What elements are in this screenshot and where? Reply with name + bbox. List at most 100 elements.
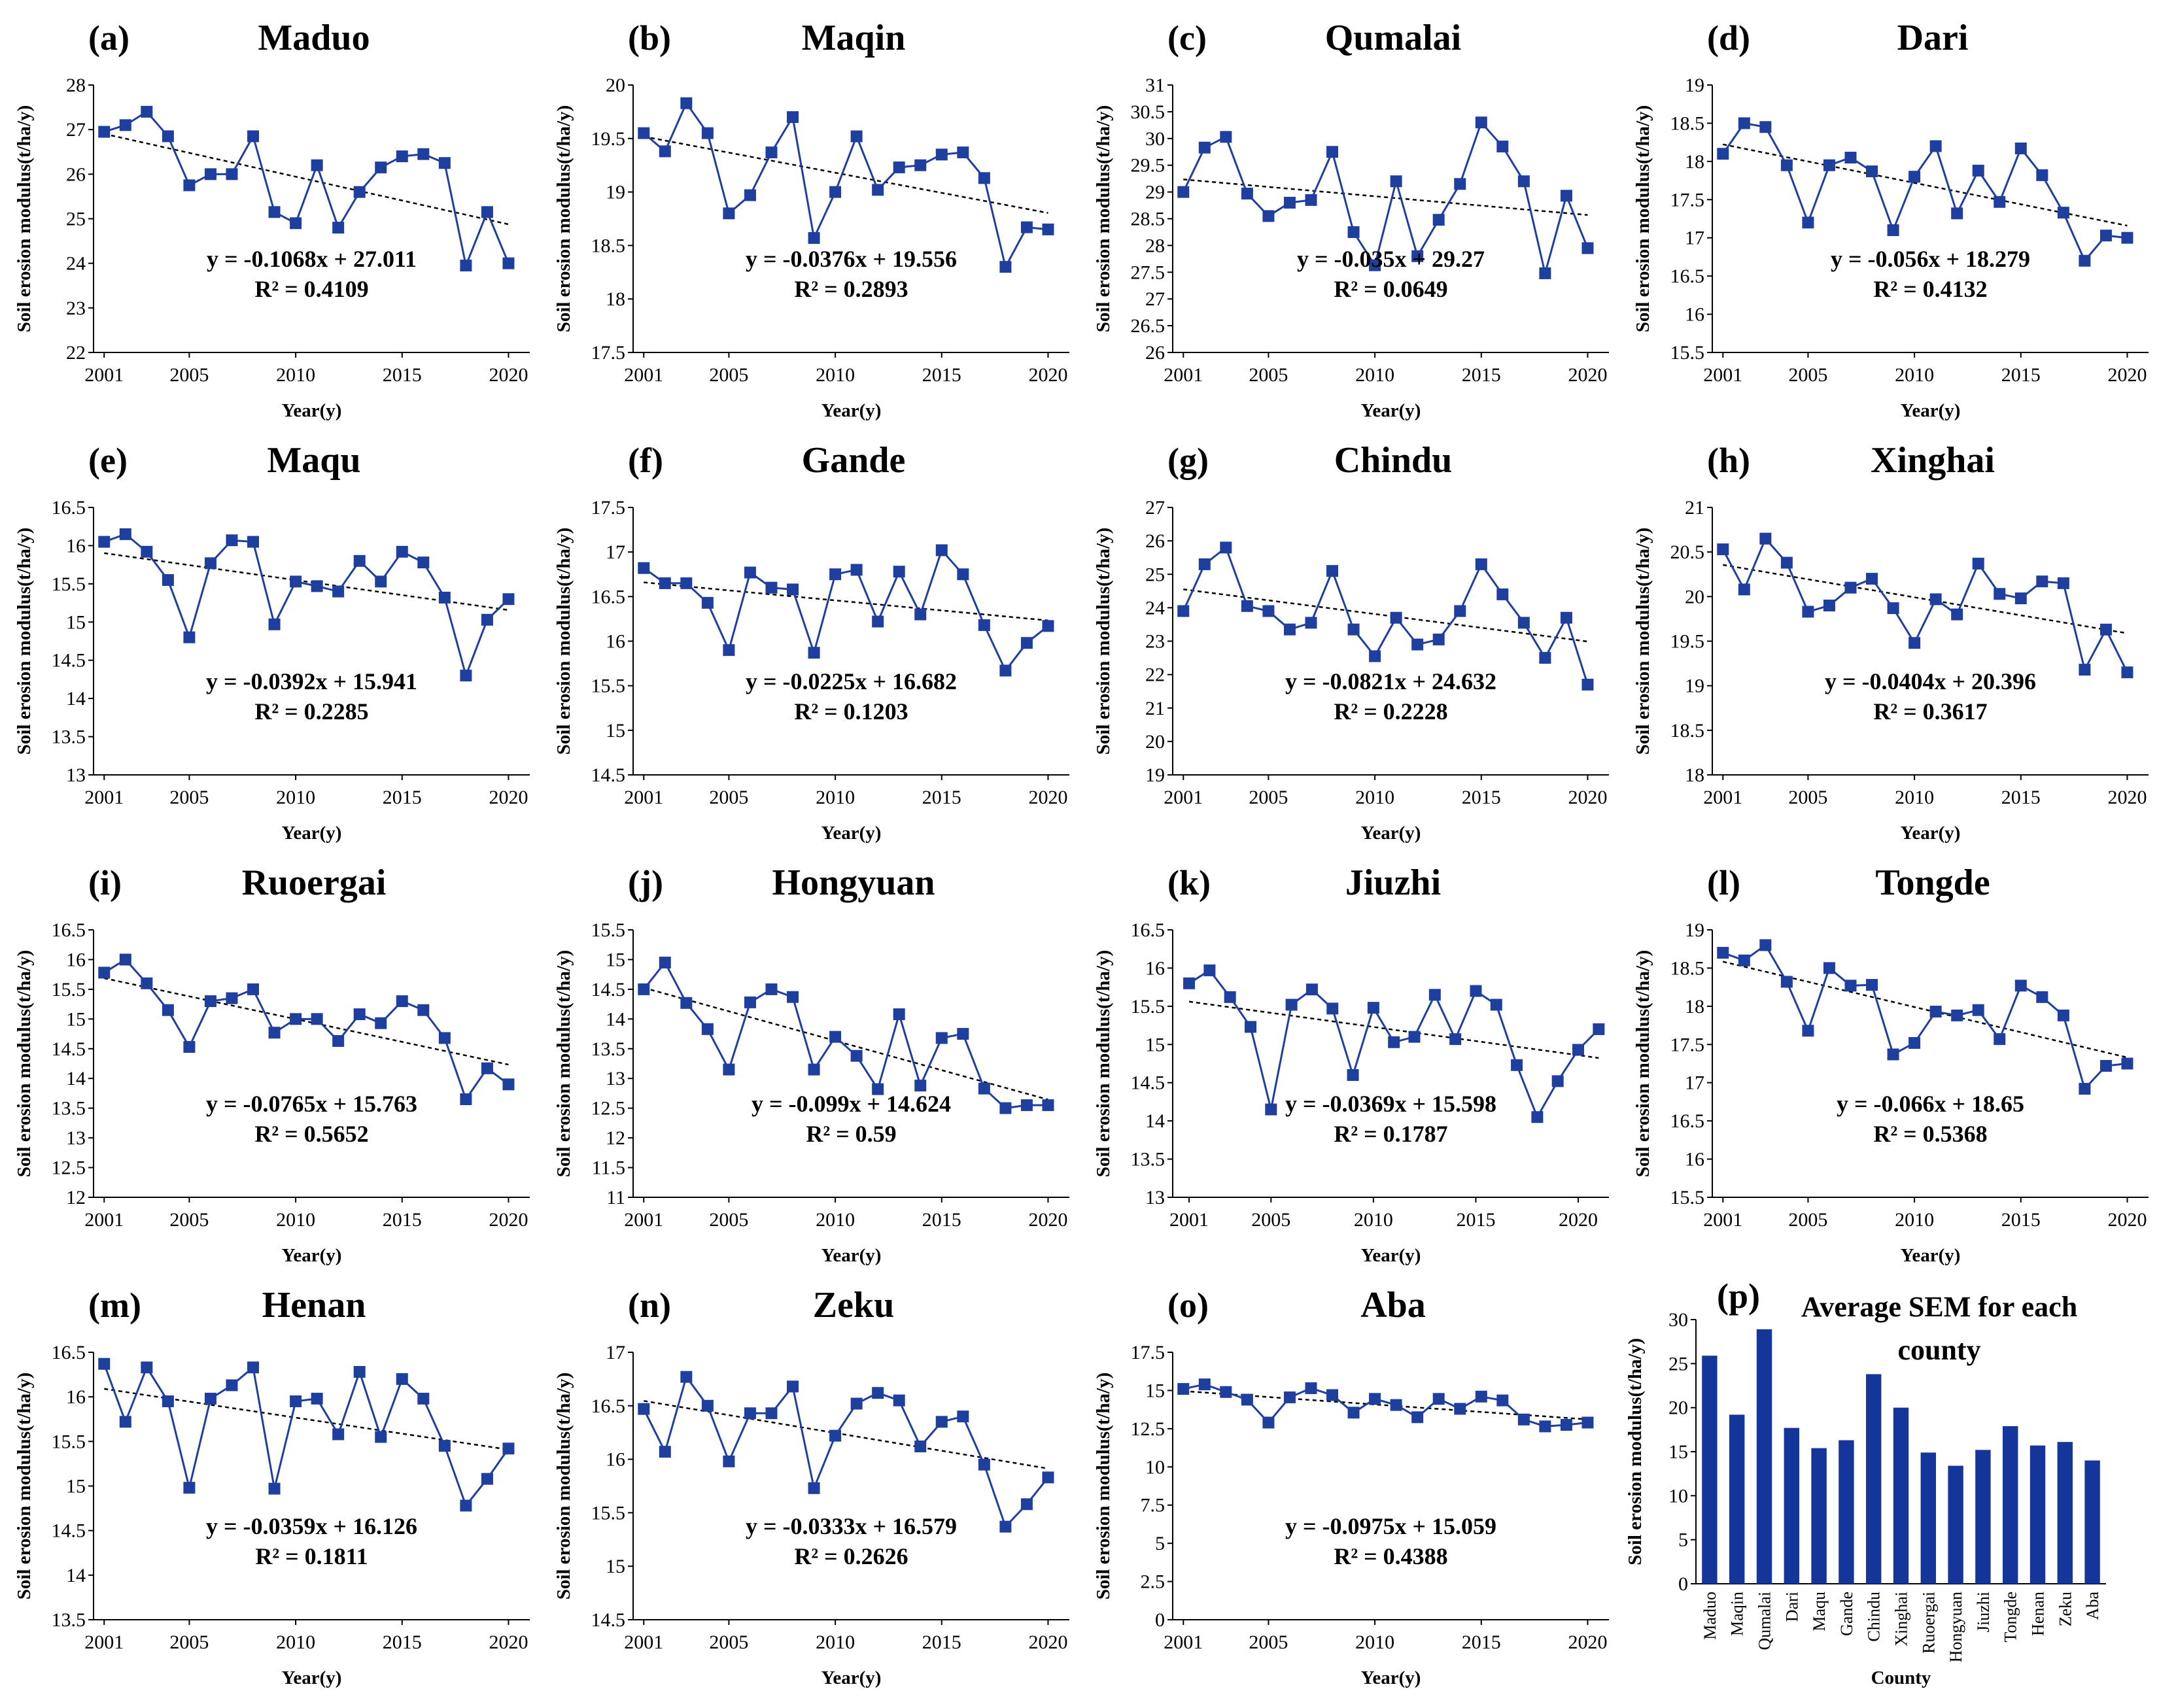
chart-title: Maqin	[802, 18, 906, 58]
marker	[1738, 117, 1750, 129]
x-tick-label: 2001	[1703, 364, 1742, 386]
marker	[1581, 1416, 1594, 1429]
trend-r2: R² = 0.2228	[1334, 698, 1447, 725]
chart-title: Maduo	[258, 18, 370, 58]
line	[643, 961, 1048, 1110]
y-tick-label: 12	[606, 1127, 625, 1149]
marker	[1262, 605, 1275, 617]
trend-r2: R² = 0.2285	[254, 698, 368, 725]
y-tick-label: 18	[606, 288, 625, 310]
marker	[1262, 210, 1275, 222]
marker	[1224, 991, 1236, 1003]
x-tick-label: Jiuzhi	[1974, 1592, 1993, 1632]
marker	[978, 1458, 990, 1471]
y-tick-label: 28.5	[1131, 209, 1166, 230]
marker	[1305, 194, 1317, 206]
y-tick-label: 27.5	[1131, 262, 1166, 283]
x-tick-label: 2001	[1164, 787, 1203, 808]
y-tick-label: 10	[1145, 1456, 1165, 1478]
x-tick-label: 2015	[922, 787, 961, 808]
marker	[183, 631, 196, 643]
x-tick-label: 2010	[1895, 1209, 1934, 1231]
marker	[1517, 175, 1530, 188]
x-tick-label: 2010	[1355, 1631, 1394, 1653]
trend-equation: y = -0.0765x + 15.763	[206, 1091, 417, 1117]
marker	[787, 583, 799, 596]
y-axis-label: Soil erosion modulus(t/ha/y)	[14, 528, 35, 755]
y-tick-label: 15.5	[1670, 342, 1705, 364]
trend-r2: R² = 0.2893	[794, 276, 908, 302]
marker	[1517, 617, 1530, 629]
marker	[1866, 573, 1878, 585]
marker	[680, 997, 693, 1009]
y-tick-label: 19	[1685, 919, 1704, 941]
marker	[183, 1041, 196, 1053]
x-tick-label: Henan	[2029, 1592, 2048, 1636]
x-tick-label: 2020	[489, 787, 528, 808]
marker	[1411, 638, 1424, 651]
y-tick-label: 28	[1145, 235, 1165, 256]
y-tick-label: 16.5	[1670, 1110, 1705, 1132]
x-tick-label: 2001	[1703, 787, 1742, 808]
y-tick-label: 20	[1145, 731, 1165, 753]
marker	[829, 568, 842, 581]
marker	[1220, 1386, 1232, 1398]
marker	[1887, 1048, 1899, 1061]
marker	[914, 1080, 927, 1092]
marker	[680, 97, 693, 109]
y-tick-label: 28	[66, 75, 86, 96]
marker	[1241, 1393, 1253, 1406]
marker	[787, 111, 799, 124]
x-tick-label: 2020	[489, 364, 528, 386]
marker	[141, 105, 153, 118]
marker	[98, 536, 111, 548]
y-tick-label: 17.5	[591, 497, 626, 519]
y-tick-label: 14	[66, 1565, 86, 1586]
y-tick-label: 13	[606, 1068, 625, 1089]
marker	[957, 1410, 969, 1423]
y-tick-label: 17.5	[591, 342, 626, 364]
marker	[332, 1034, 345, 1047]
marker	[1432, 1393, 1445, 1405]
marker	[1844, 581, 1857, 594]
trendline	[1183, 179, 1588, 216]
y-tick-label: 18.5	[1670, 720, 1705, 742]
y-tick-label: 14.5	[591, 979, 626, 1000]
marker	[1539, 1420, 1551, 1433]
marker	[1780, 159, 1793, 171]
bar	[1702, 1356, 1718, 1584]
bar	[1865, 1374, 1882, 1584]
marker	[1581, 242, 1594, 254]
y-tick-label: 20.5	[1670, 541, 1705, 563]
marker	[2014, 142, 2027, 154]
marker	[957, 568, 969, 581]
x-tick-label: 2001	[1164, 1631, 1203, 1653]
x-tick-label: 2020	[1568, 787, 1607, 808]
marker	[1475, 116, 1487, 129]
x-tick-label: 2015	[922, 1631, 961, 1653]
marker	[311, 1013, 323, 1025]
x-tick-label: 2005	[169, 787, 209, 808]
bar	[1784, 1427, 1800, 1584]
marker	[829, 1031, 842, 1043]
marker	[787, 991, 799, 1003]
marker	[638, 127, 650, 139]
panel-label: (o)	[1167, 1286, 1209, 1325]
line	[103, 533, 510, 679]
marker	[162, 1395, 174, 1407]
trend-equation: y = -0.035x + 29.27	[1297, 246, 1485, 272]
marker	[1432, 633, 1445, 645]
line	[642, 1375, 1049, 1529]
y-tick-label: 14	[66, 688, 86, 709]
x-tick-label: 2020	[1028, 364, 1067, 386]
marker	[353, 1008, 366, 1021]
y-tick-label: 16	[606, 631, 625, 653]
panel-label: (e)	[88, 441, 128, 480]
chart-title: Henan	[262, 1285, 366, 1325]
marker	[502, 593, 515, 606]
y-tick-label: 15.5	[1670, 1187, 1705, 1208]
trend-r2: R² = 0.0649	[1334, 276, 1447, 302]
marker	[1042, 1471, 1054, 1484]
y-tick-label: 5	[1155, 1533, 1165, 1554]
marker	[914, 159, 927, 171]
